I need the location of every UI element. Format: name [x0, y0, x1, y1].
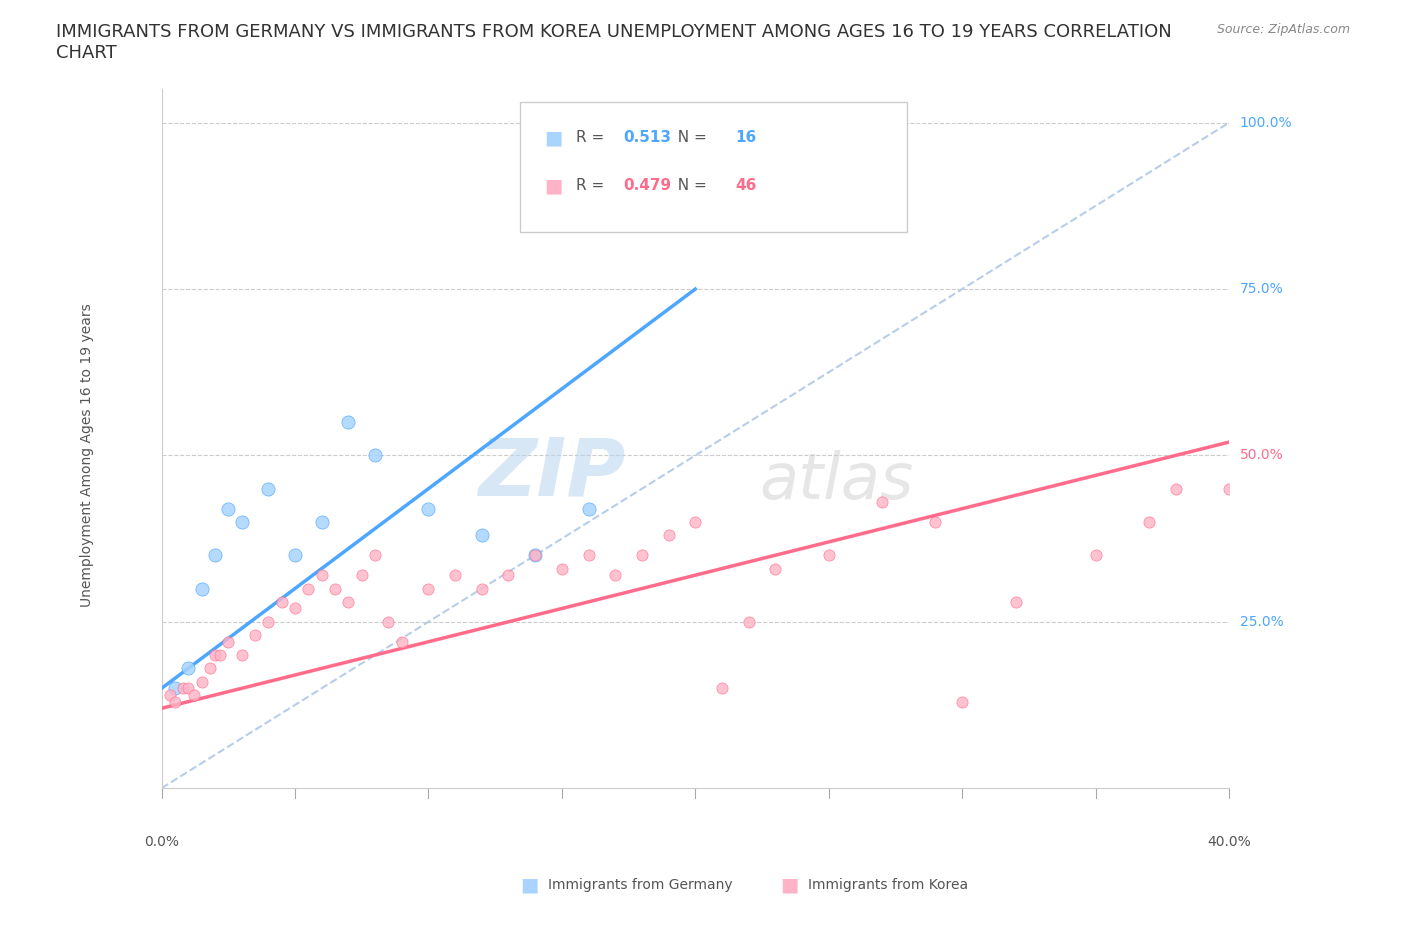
Text: Unemployment Among Ages 16 to 19 years: Unemployment Among Ages 16 to 19 years — [80, 303, 94, 607]
Point — [471, 528, 494, 543]
Text: Immigrants from Germany: Immigrants from Germany — [548, 878, 733, 893]
Text: R =: R = — [576, 130, 610, 145]
Text: 50.0%: 50.0% — [1240, 448, 1284, 462]
Point — [578, 548, 600, 563]
Point — [1004, 594, 1026, 609]
Point — [217, 634, 239, 649]
Point — [551, 561, 574, 576]
Point — [198, 661, 221, 676]
Point — [763, 561, 786, 576]
Text: ZIP: ZIP — [478, 434, 626, 512]
Text: Source: ZipAtlas.com: Source: ZipAtlas.com — [1216, 23, 1350, 36]
Point — [391, 634, 413, 649]
Text: 0.513: 0.513 — [623, 130, 671, 145]
Point — [204, 647, 226, 662]
Point — [163, 681, 186, 696]
Point — [377, 615, 399, 630]
Point — [190, 581, 212, 596]
Point — [257, 481, 280, 496]
Point — [183, 687, 205, 702]
Point — [270, 594, 292, 609]
Point — [364, 448, 387, 463]
Point — [870, 495, 893, 510]
Point — [578, 501, 600, 516]
Point — [444, 567, 467, 582]
Point — [658, 528, 681, 543]
Text: 0.0%: 0.0% — [143, 835, 179, 849]
Point — [284, 601, 307, 616]
Point — [297, 581, 319, 596]
Text: 46: 46 — [735, 179, 756, 193]
Point — [711, 681, 734, 696]
Point — [311, 567, 333, 582]
Point — [605, 567, 627, 582]
Text: 0.479: 0.479 — [623, 179, 671, 193]
Point — [1137, 514, 1160, 529]
Point — [257, 615, 280, 630]
Text: 75.0%: 75.0% — [1240, 282, 1284, 296]
Point — [177, 661, 200, 676]
Point — [950, 694, 973, 709]
Point — [524, 548, 547, 563]
Point — [817, 548, 839, 563]
Point — [284, 548, 307, 563]
Text: 100.0%: 100.0% — [1240, 115, 1292, 129]
Text: IMMIGRANTS FROM GERMANY VS IMMIGRANTS FROM KOREA UNEMPLOYMENT AMONG AGES 16 TO 1: IMMIGRANTS FROM GERMANY VS IMMIGRANTS FR… — [56, 23, 1173, 62]
Text: N =: N = — [668, 179, 711, 193]
Point — [190, 674, 212, 689]
Point — [323, 581, 346, 596]
Point — [350, 567, 373, 582]
Point — [159, 687, 181, 702]
Point — [924, 514, 946, 529]
Point — [231, 514, 253, 529]
Point — [524, 548, 547, 563]
Point — [685, 514, 707, 529]
Point — [1084, 548, 1107, 563]
Text: 40.0%: 40.0% — [1208, 835, 1251, 849]
Point — [685, 215, 707, 230]
Point — [163, 694, 186, 709]
Text: ■: ■ — [780, 876, 799, 895]
Point — [204, 548, 226, 563]
Point — [498, 567, 520, 582]
Point — [243, 628, 266, 643]
Text: N =: N = — [668, 130, 711, 145]
Text: 16: 16 — [735, 130, 756, 145]
Text: atlas: atlas — [759, 450, 914, 512]
Point — [737, 615, 759, 630]
Point — [1164, 481, 1187, 496]
Point — [418, 501, 440, 516]
Point — [231, 647, 253, 662]
Point — [364, 548, 387, 563]
Point — [217, 501, 239, 516]
Point — [209, 647, 232, 662]
Text: 25.0%: 25.0% — [1240, 615, 1284, 629]
Point — [471, 581, 494, 596]
Text: ■: ■ — [544, 128, 562, 147]
Point — [631, 548, 654, 563]
Text: ■: ■ — [520, 876, 538, 895]
Text: ■: ■ — [544, 177, 562, 195]
Point — [337, 415, 360, 430]
Point — [337, 594, 360, 609]
Point — [311, 514, 333, 529]
Text: Immigrants from Korea: Immigrants from Korea — [808, 878, 969, 893]
Point — [418, 581, 440, 596]
Point — [1218, 481, 1240, 496]
Point — [177, 681, 200, 696]
Point — [172, 681, 194, 696]
Text: R =: R = — [576, 179, 610, 193]
